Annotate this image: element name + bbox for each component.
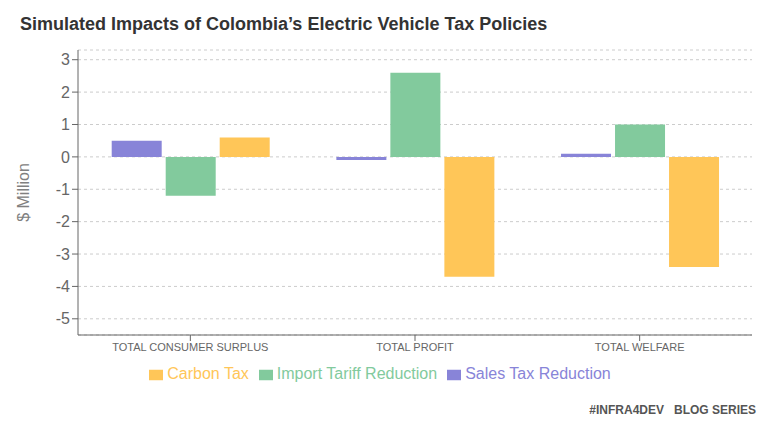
html-text:BLOG SERIES: BLOG SERIES [674, 403, 756, 417]
svg-text:-5: -5 [56, 310, 70, 327]
svg-text:TOTAL WELFARE: TOTAL WELFARE [595, 341, 685, 353]
svg-text:TOTAL PROFIT: TOTAL PROFIT [376, 341, 454, 353]
html-text:Simulated Impacts of Colombia’: Simulated Impacts of Colombia’s Electric… [20, 14, 548, 34]
html-text:Import Tariff Reduction: Import Tariff Reduction [276, 365, 438, 382]
svg-text:-2: -2 [56, 213, 70, 230]
svg-text:3: 3 [61, 51, 70, 68]
html-text:Carbon Tax: Carbon Tax [167, 365, 249, 382]
svg-text:2: 2 [61, 84, 70, 101]
svg-text:TOTAL CONSUMER SURPLUS: TOTAL CONSUMER SURPLUS [112, 341, 268, 353]
svg-text:1: 1 [61, 116, 70, 133]
svg-text:-4: -4 [56, 278, 70, 295]
svg-text:-1: -1 [56, 181, 70, 198]
html-text:#INFRA4DEV: #INFRA4DEV [589, 403, 664, 417]
svg-text:0: 0 [61, 149, 70, 166]
html-text:Sales Tax Reduction: Sales Tax Reduction [465, 365, 611, 382]
svg-text:-3: -3 [56, 246, 70, 263]
svg-text:$ Million: $ Million [15, 163, 32, 222]
